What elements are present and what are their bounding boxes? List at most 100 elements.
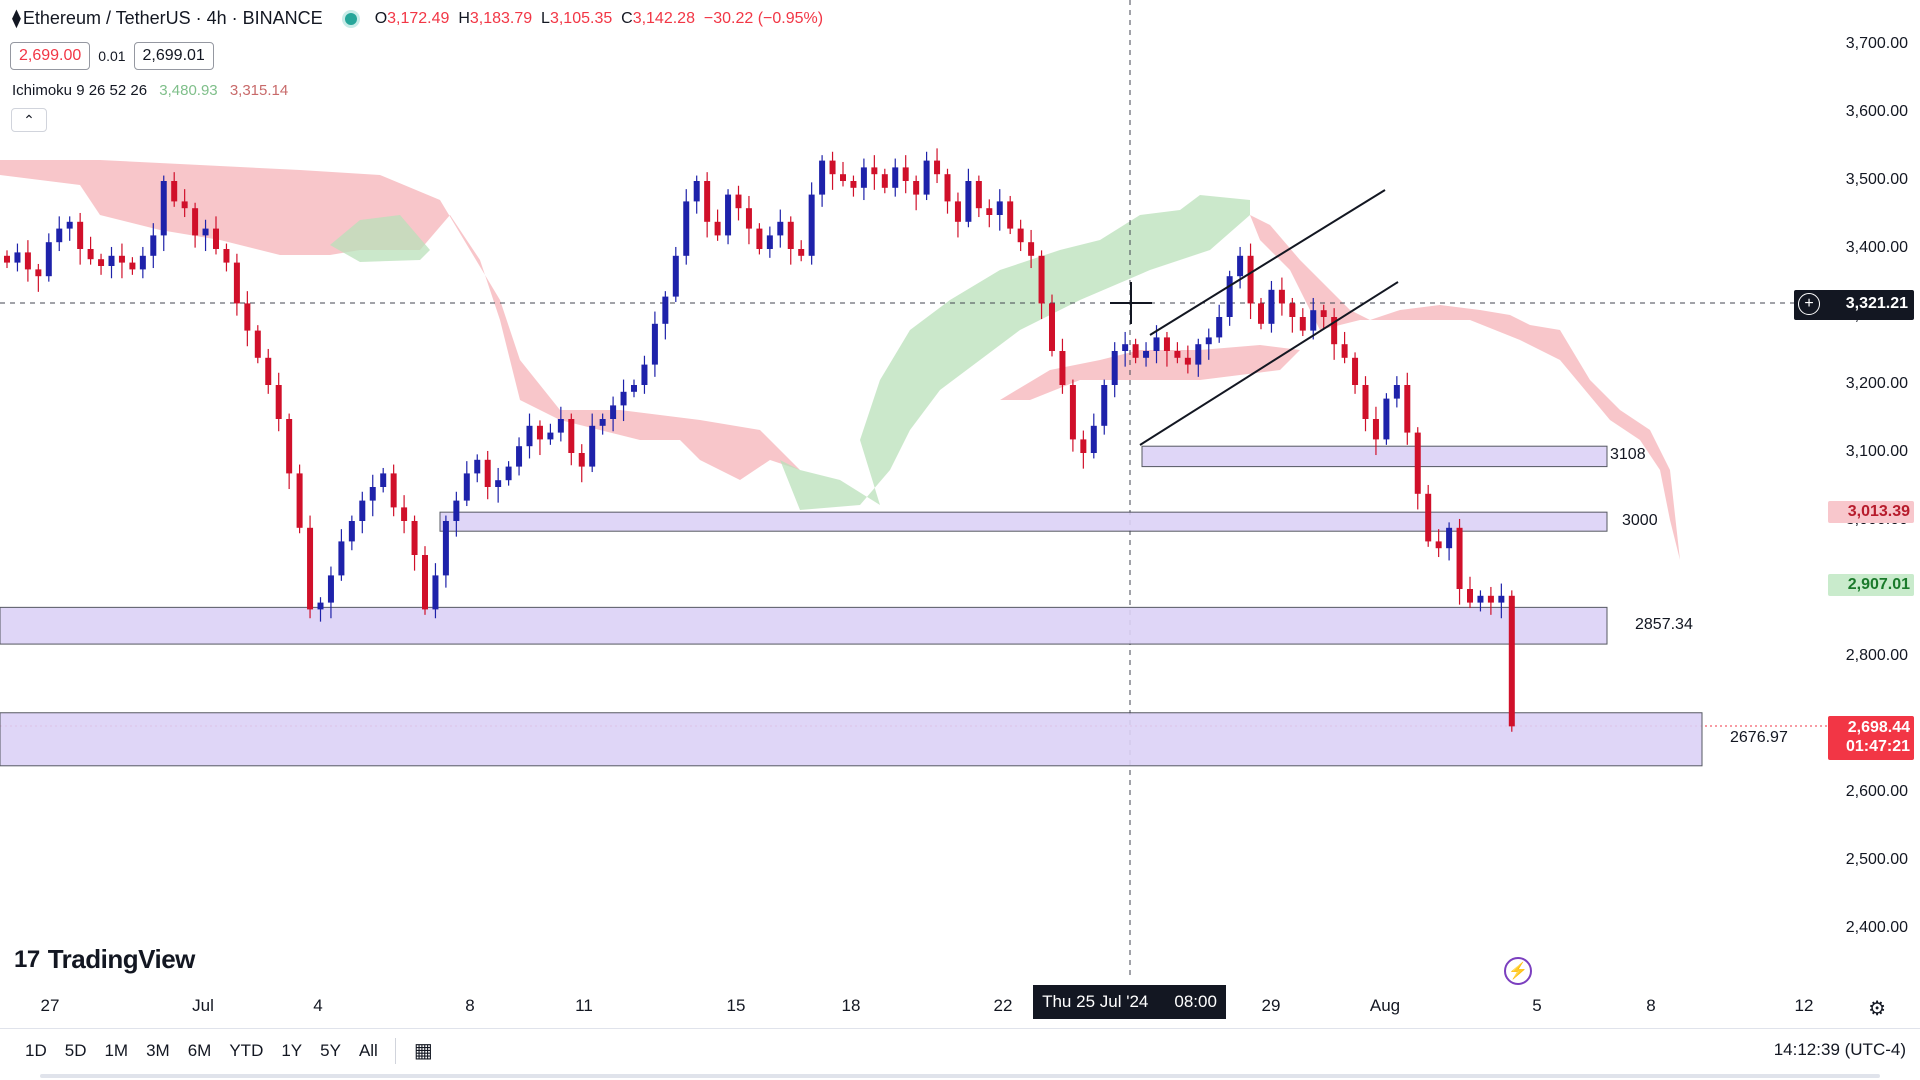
time-tick-label: 18 <box>841 996 861 1015</box>
range-button-6m[interactable]: 6M <box>187 1040 212 1060</box>
tradingview-logo-icon: 17 <box>14 945 40 973</box>
candle <box>704 172 711 238</box>
candle <box>1352 352 1359 394</box>
candle <box>1362 376 1369 432</box>
indicator-legend[interactable]: Ichimoku 9 26 52 26 3,480.93 3,315.14 <box>12 82 288 99</box>
price-tick-label: 3,700.00 <box>1845 35 1908 52</box>
gear-icon[interactable]: ⚙ <box>1868 998 1886 1020</box>
candle <box>954 192 961 238</box>
candle <box>840 161 846 187</box>
tradingview-logo[interactable]: 17 TradingView <box>14 944 195 975</box>
candle <box>495 467 502 503</box>
candle <box>1467 576 1473 609</box>
candle <box>1456 518 1463 605</box>
cloud-segment <box>330 215 430 262</box>
open-value: 3,172.49 <box>387 9 450 27</box>
candle <box>286 413 293 490</box>
indicator-value-2: 3,315.14 <box>229 82 289 99</box>
candle <box>160 175 167 252</box>
candle <box>401 495 408 534</box>
range-button-1m[interactable]: 1M <box>104 1040 129 1060</box>
candle <box>359 491 366 534</box>
kijun-price-badge: 3,013.39 <box>1828 501 1914 523</box>
clock[interactable]: 14:12:39 (UTC-4) <box>1773 1040 1906 1059</box>
candle <box>1320 304 1327 330</box>
candle <box>965 168 972 228</box>
candle <box>411 515 418 571</box>
candle <box>181 189 188 218</box>
candle <box>77 212 84 265</box>
cloud-segment <box>1000 345 1300 400</box>
candle <box>1331 308 1338 360</box>
calendar-icon[interactable]: ▦ <box>413 1040 433 1062</box>
candle <box>1477 590 1484 612</box>
candle <box>1017 219 1024 252</box>
candle <box>1111 342 1118 398</box>
candle <box>1163 331 1170 367</box>
buy-button[interactable]: 2,699.01 <box>133 42 214 70</box>
candle <box>202 219 209 252</box>
candle <box>484 450 491 500</box>
range-button-1y[interactable]: 1Y <box>281 1040 303 1060</box>
collapse-legend-button[interactable]: ⌃ <box>11 108 47 132</box>
candle <box>1237 246 1244 289</box>
price-tick-label: 2,400.00 <box>1845 919 1908 936</box>
candle <box>1069 379 1076 452</box>
price-tick-label: 3,400.00 <box>1845 239 1908 256</box>
zone-label: 3108 <box>1610 446 1646 464</box>
candle <box>714 209 721 241</box>
candle <box>651 311 658 377</box>
low-value: 3,105.35 <box>549 9 613 27</box>
candle <box>808 182 815 265</box>
price-tick-label: 2,600.00 <box>1845 783 1908 800</box>
range-button-5d[interactable]: 5D <box>64 1040 87 1060</box>
support-zone <box>1141 445 1608 468</box>
candle <box>557 406 564 442</box>
candle <box>1101 379 1108 435</box>
candle <box>610 396 617 432</box>
crosshair-time: 08:00 <box>1174 992 1217 1011</box>
ethereum-logo-icon: ⧫ <box>12 8 21 28</box>
range-button-ytd[interactable]: YTD <box>229 1040 264 1060</box>
market-status-icon[interactable] <box>344 12 357 25</box>
candle <box>934 148 941 184</box>
candle <box>432 563 439 619</box>
candle <box>66 216 73 241</box>
candle <box>693 175 700 214</box>
candle <box>4 250 10 269</box>
horizontal-scrollbar[interactable] <box>40 1074 1880 1078</box>
candle <box>1132 338 1139 364</box>
range-button-all[interactable]: All <box>358 1040 378 1060</box>
candle <box>1446 522 1453 561</box>
candle <box>24 240 31 282</box>
candle <box>463 461 470 507</box>
candle <box>213 216 219 255</box>
candle <box>1425 484 1432 547</box>
candle <box>986 199 993 228</box>
crosshair-time-badge: Thu 25 Jul '24 08:00 <box>1033 985 1226 1019</box>
ohlc-values: O3,172.49 H3,183.79 L3,105.35 C3,142.28 … <box>374 9 824 27</box>
add-alert-icon[interactable]: + <box>1798 293 1820 315</box>
candle <box>1268 280 1275 333</box>
sell-button[interactable]: 2,699.00 <box>10 42 91 70</box>
range-button-5y[interactable]: 5Y <box>320 1040 341 1060</box>
range-button-1d[interactable]: 1D <box>25 1040 47 1060</box>
last-price: 2,698.44 <box>1847 719 1910 736</box>
candle <box>1247 243 1254 320</box>
candle <box>317 597 324 622</box>
lightning-icon[interactable]: ⚡ <box>1504 957 1532 985</box>
bar-countdown: 01:47:21 <box>1845 738 1910 755</box>
candle <box>860 158 867 201</box>
candle <box>327 566 334 619</box>
time-tick-label: Aug <box>1369 996 1401 1015</box>
candle <box>1226 270 1233 326</box>
candle <box>244 291 251 347</box>
candle <box>881 168 888 194</box>
time-tick-label: Jul <box>192 996 214 1015</box>
price-tick-label: 2,500.00 <box>1845 851 1908 868</box>
symbol-title[interactable]: Ethereum / TetherUS · 4h · BINANCE <box>22 8 323 28</box>
range-button-3m[interactable]: 3M <box>146 1040 170 1060</box>
price-tick-label: 3,200.00 <box>1845 375 1908 392</box>
